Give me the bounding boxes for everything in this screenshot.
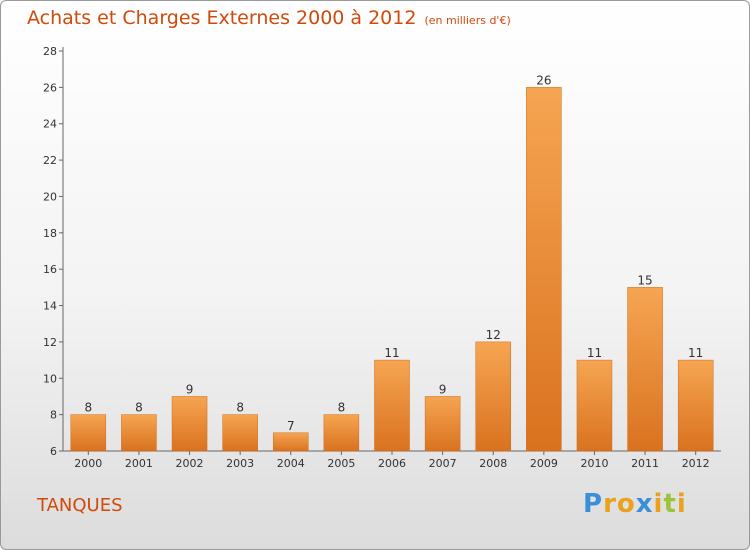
x-tick-label: 2008: [479, 457, 507, 470]
logo-letter: i: [653, 489, 664, 519]
y-tick-label: 26: [43, 81, 57, 94]
proxiti-logo: Proxiti: [583, 489, 687, 519]
bar-value-label: 8: [135, 401, 143, 415]
logo-letter: i: [676, 489, 687, 519]
y-tick-label: 14: [43, 300, 57, 313]
x-tick-label: 2003: [226, 457, 254, 470]
logo-letter: P: [583, 489, 604, 519]
bar-2000: [70, 414, 107, 452]
bar-value-label: 15: [637, 273, 652, 287]
x-tick-label: 2005: [327, 457, 355, 470]
logo-letter: x: [635, 489, 654, 519]
x-tick-label: 2012: [682, 457, 710, 470]
x-tick-label: 2001: [125, 457, 153, 470]
y-tick-label: 10: [43, 372, 57, 385]
bar-value-label: 8: [338, 401, 346, 415]
bar-2008: [475, 341, 511, 452]
bar-2005: [323, 414, 360, 452]
bar-value-label: 9: [439, 382, 447, 396]
y-tick-label: 18: [43, 227, 57, 240]
x-tick-label: 2007: [429, 457, 457, 470]
x-tick-label: 2011: [631, 457, 659, 470]
x-tick-label: 2009: [530, 457, 558, 470]
bar-value-label: 7: [287, 419, 295, 433]
x-tick-label: 2000: [74, 457, 102, 470]
chart-labels: 8 8 9 8 7 8 11 9 12 26 11 15 11: [84, 73, 703, 432]
bar-value-label: 8: [84, 401, 92, 415]
commune-name: TANQUES: [37, 495, 123, 516]
y-tick-label: 12: [43, 336, 57, 349]
bar-2011: [627, 287, 663, 452]
logo-letter: o: [616, 489, 636, 519]
chart-title: Achats et Charges Externes 2000 à 2012 (e…: [27, 7, 511, 29]
bar-value-label: 9: [186, 382, 194, 396]
bar-2004: [273, 432, 309, 452]
logo-letter: r: [603, 489, 617, 519]
bar-2007: [424, 396, 461, 452]
bar-2010: [576, 359, 613, 452]
y-tick-label: 28: [43, 45, 57, 58]
y-tick-label: 6: [50, 445, 57, 458]
x-tick-label: 2002: [176, 457, 204, 470]
bar-2009: [526, 87, 562, 452]
x-tick-label: 2006: [378, 457, 406, 470]
bar-value-label: 11: [688, 346, 703, 360]
bar-value-label: 12: [486, 328, 501, 342]
y-tick-label: 22: [43, 154, 57, 167]
bar-2006: [374, 359, 410, 452]
bar-value-label: 11: [384, 346, 399, 360]
bar-2012: [677, 359, 714, 452]
y-tick-label: 8: [50, 409, 57, 422]
y-tick-label: 20: [43, 190, 57, 203]
logo-letter: t: [663, 489, 677, 519]
bar-2001: [121, 414, 157, 452]
y-tick-label: 16: [43, 263, 57, 276]
bar-value-label: 26: [536, 73, 551, 87]
bar-value-label: 8: [236, 401, 244, 415]
chart-title-text: Achats et Charges Externes 2000 à 2012: [27, 7, 417, 29]
y-tick-label: 24: [43, 118, 57, 131]
bar-2002: [171, 396, 208, 452]
chart-subtitle: (en milliers d'€): [424, 14, 511, 27]
x-tick-label: 2004: [277, 457, 305, 470]
bar-value-label: 11: [587, 346, 602, 360]
bar-2003: [222, 414, 258, 452]
x-tick-label: 2010: [580, 457, 608, 470]
chart-bars: [70, 87, 714, 452]
